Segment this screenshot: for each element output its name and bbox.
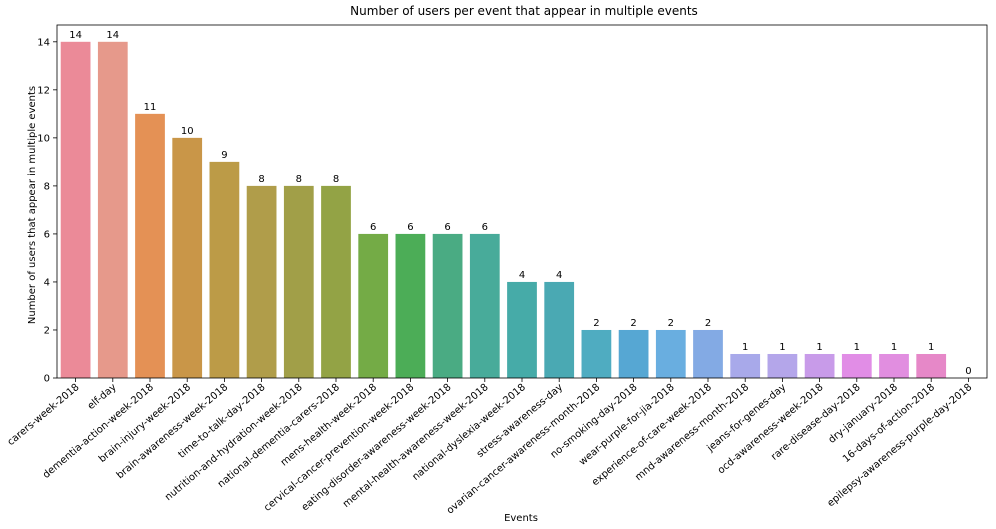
bar-eating-disorder-awareness-week-2018 [432, 233, 463, 378]
value-label: 6 [407, 222, 413, 233]
value-label: 4 [556, 270, 562, 281]
value-label: 10 [181, 126, 194, 137]
y-tick-label: 12 [37, 85, 50, 96]
bar-jeans-for-genes-day [767, 353, 798, 378]
x-ticks-layer: carers-week-2018 elf-daydementia-action-w… [6, 378, 974, 517]
value-label: 11 [144, 102, 157, 113]
bar-mental-health-awareness-week-2018 [469, 233, 500, 378]
x-tick-label: nutrition-and-hydration-week-2018 [163, 382, 305, 503]
x-axis-label: Events [504, 513, 538, 524]
y-tick-label: 14 [37, 37, 50, 48]
bar-no-smoking-day-2018 [618, 329, 649, 378]
y-tick-label: 10 [37, 133, 50, 144]
x-tick-label: carers-week-2018 [6, 382, 82, 448]
value-label: 9 [221, 150, 227, 161]
bar-rare-disease-day-2018 [841, 353, 872, 378]
value-label: 14 [106, 30, 119, 41]
value-label: 0 [965, 366, 971, 377]
y-tick-label: 4 [44, 277, 50, 288]
y-tick-label: 0 [44, 374, 50, 385]
value-label: 6 [444, 222, 450, 233]
y-axis-label: Number of users that appear in multiple … [27, 86, 38, 324]
bar-stress-awareness-day [544, 281, 575, 378]
plot-frame [56, 24, 988, 379]
bar-wear-purple-for-jia-2018 [655, 329, 686, 378]
y-tick-label: 6 [44, 229, 50, 240]
bar-experience-of-care-week-2018 [693, 329, 723, 378]
value-label: 8 [333, 174, 339, 185]
x-tick-label: elf-day [86, 382, 119, 412]
bar-dementia-action-week-2018 [135, 113, 165, 378]
bar-brain-awareness-week-2018 [209, 161, 240, 378]
bar-nutrition-and-hydration-week-2018 [283, 185, 314, 378]
bar-elf-day [97, 41, 128, 379]
value-label: 2 [705, 318, 711, 329]
bar-ovarian-cancer-awareness-month-2018 [581, 329, 612, 378]
bar-16-days-of-action-2018 [916, 353, 947, 378]
value-label: 14 [69, 30, 82, 41]
y-tick-label: 2 [44, 325, 50, 336]
value-label: 1 [928, 342, 934, 353]
value-label: 6 [370, 222, 376, 233]
bar-national-dyslexia-week-2018 [507, 281, 537, 378]
value-label: 6 [482, 222, 488, 233]
value-label: 1 [854, 342, 860, 353]
bar-national-dementia-carers-2018 [321, 185, 351, 378]
bar-carers-week-2018 [60, 41, 91, 379]
bars-layer [60, 41, 947, 379]
y-tick-label: 8 [44, 181, 50, 192]
bar-mens-health-week-2018 [358, 233, 389, 378]
bar-brain-injury-week-2018 [172, 137, 203, 378]
value-label: 1 [891, 342, 897, 353]
x-tick-label: dry-january-2018 [827, 382, 900, 446]
chart-title: Number of users per event that appear in… [350, 4, 698, 18]
y-ticks-layer: 0 2 4 6 8 10 12 14 [37, 37, 57, 385]
value-label: 8 [296, 174, 302, 185]
value-label: 2 [593, 318, 599, 329]
bar-time-to-talk-day-2018 [246, 185, 277, 378]
value-label: 2 [630, 318, 636, 329]
value-label: 8 [258, 174, 264, 185]
bar-dry-january-2018 [879, 353, 909, 378]
bar-ocd-awareness-week-2018 [804, 353, 835, 378]
value-label: 2 [668, 318, 674, 329]
value-label: 4 [519, 270, 525, 281]
bar-mnd-awareness-month-2018 [730, 353, 761, 378]
value-label: 1 [742, 342, 748, 353]
bar-cervical-cancer-prevention-week-2018 [395, 233, 426, 378]
value-label: 1 [779, 342, 785, 353]
value-label: 1 [816, 342, 822, 353]
